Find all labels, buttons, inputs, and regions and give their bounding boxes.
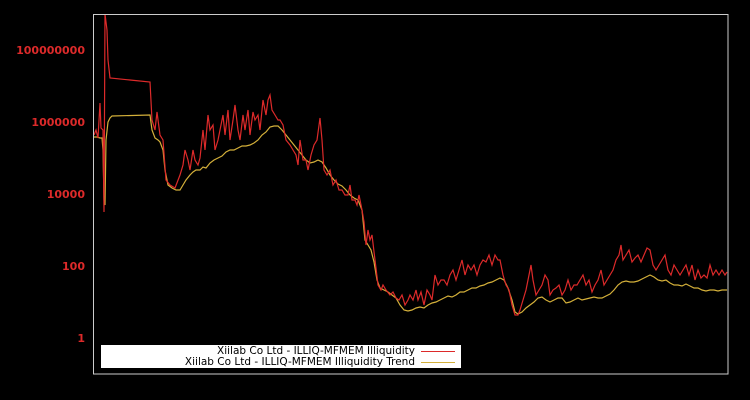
legend-entry-illiquidity: Xiilab Co Ltd - ILLIQ-MFMEM Illiquidity [217, 346, 455, 357]
legend-entry-trend: Xiilab Co Ltd - ILLIQ-MFMEM Illiquidity … [185, 357, 455, 368]
legend: Xiilab Co Ltd - ILLIQ-MFMEM Illiquidity … [101, 345, 461, 368]
legend-label: Xiilab Co Ltd - ILLIQ-MFMEM Illiquidity … [184, 356, 415, 368]
y-tick-label: 100000000 [16, 44, 85, 57]
legend-label: Xiilab Co Ltd - ILLIQ-MFMEM Illiquidity [217, 345, 415, 357]
plot-frame [93, 14, 729, 375]
y-tick-label: 100 [62, 260, 85, 273]
series-trend-line [94, 114, 727, 315]
y-tick-label: 10000 [46, 188, 85, 201]
legend-swatch-yellow [421, 362, 455, 363]
legend-swatch-red [421, 351, 455, 352]
series-illiquidity-line [93, 14, 728, 316]
y-tick-label: 1 [77, 332, 85, 345]
y-tick-label: 1000000 [31, 116, 85, 129]
